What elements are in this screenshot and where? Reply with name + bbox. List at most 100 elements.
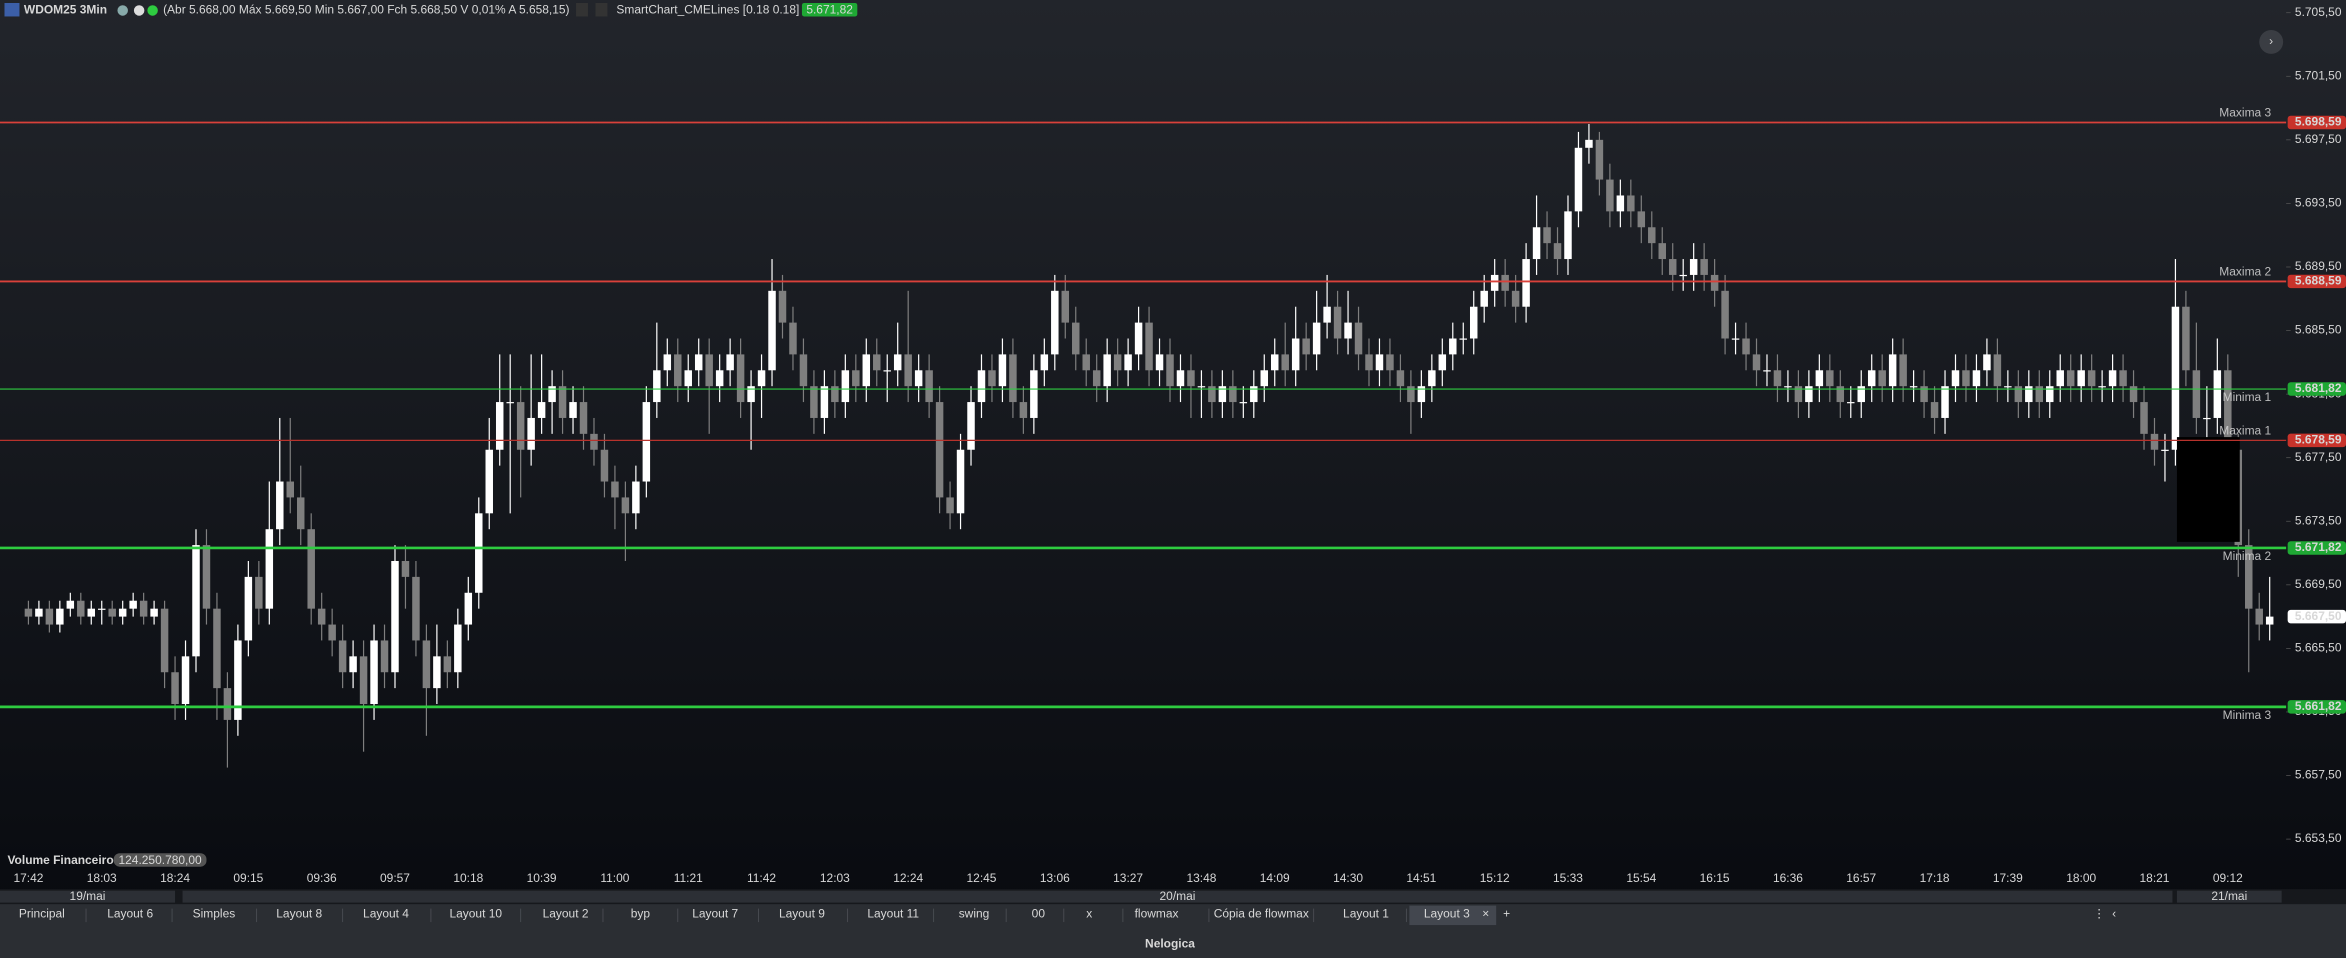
candle-body bbox=[1721, 290, 1729, 339]
candle-body bbox=[2014, 386, 2023, 403]
candle-body bbox=[736, 354, 745, 403]
candle-body bbox=[1648, 227, 1656, 244]
candle-body bbox=[118, 608, 127, 617]
candle-body bbox=[1867, 370, 1876, 387]
tab[interactable]: Layout 3 bbox=[1424, 907, 1470, 921]
x-tick-label: 15:12 bbox=[1480, 871, 1510, 885]
candle-body bbox=[873, 354, 881, 371]
icon bbox=[576, 2, 588, 17]
candle-body bbox=[1585, 139, 1593, 148]
x-tick-label: 16:36 bbox=[1773, 871, 1803, 885]
candle-body bbox=[1899, 354, 1907, 387]
tab[interactable]: Principal bbox=[19, 907, 65, 921]
tab[interactable]: Layout 4 bbox=[363, 907, 409, 921]
candle-body bbox=[286, 481, 294, 498]
close-tab[interactable]: × bbox=[1482, 907, 1489, 921]
tab[interactable]: Layout 1 bbox=[1343, 907, 1389, 921]
candle-body bbox=[1658, 243, 1666, 260]
active-tab bbox=[1409, 905, 1497, 926]
candle-body bbox=[1250, 386, 1258, 403]
menu-icon[interactable]: ⋮ bbox=[2093, 907, 2105, 921]
candle-body bbox=[265, 529, 274, 609]
candle-body bbox=[956, 449, 965, 514]
tab[interactable]: flowmax bbox=[1135, 907, 1179, 921]
candle-body bbox=[1407, 386, 1415, 403]
candle-body bbox=[45, 608, 54, 625]
tab[interactable]: swing bbox=[959, 907, 990, 921]
tab[interactable]: Layout 8 bbox=[276, 907, 322, 921]
candle-body bbox=[443, 656, 452, 673]
candle-body bbox=[1679, 274, 1687, 277]
candle-body bbox=[1689, 259, 1698, 275]
tab[interactable]: 00 bbox=[1032, 907, 1046, 921]
candle-body bbox=[747, 386, 755, 403]
candle-body bbox=[2150, 433, 2159, 450]
candle-body bbox=[1878, 370, 1886, 387]
date-segment bbox=[2176, 890, 2282, 903]
candle-body bbox=[831, 386, 839, 403]
scroll-button[interactable] bbox=[2259, 29, 2284, 54]
tab[interactable]: Layout 2 bbox=[543, 907, 589, 921]
x-tick-label: 18:24 bbox=[160, 871, 190, 885]
candle-body bbox=[1396, 370, 1405, 387]
candle-body bbox=[1134, 322, 1143, 355]
candle-body bbox=[422, 640, 431, 689]
candle-body bbox=[296, 497, 305, 530]
candle-body bbox=[1155, 354, 1164, 371]
candle-body bbox=[1103, 354, 1111, 387]
candle-body bbox=[998, 354, 1007, 387]
candle-body bbox=[1270, 354, 1279, 371]
level-tag-label: 5.681,82 bbox=[2295, 381, 2342, 395]
volume-label: Volume Financeiro bbox=[7, 853, 113, 867]
candle-body bbox=[1092, 370, 1101, 387]
candle-body bbox=[1291, 338, 1300, 371]
candle-body bbox=[569, 402, 577, 418]
candle-body bbox=[1826, 370, 1834, 387]
nav-icon[interactable]: ‹ bbox=[2112, 907, 2116, 921]
tab[interactable]: x bbox=[1086, 907, 1092, 921]
candle-body bbox=[1480, 290, 1488, 307]
candle-body bbox=[307, 529, 315, 609]
tab[interactable]: Layout 9 bbox=[779, 907, 825, 921]
candle-body bbox=[516, 402, 525, 450]
candle-body bbox=[412, 576, 420, 641]
x-tick-label: 12:03 bbox=[820, 871, 850, 885]
candle-body bbox=[1469, 306, 1478, 339]
icon bbox=[117, 5, 128, 16]
candle-body bbox=[1773, 370, 1782, 387]
candle-body bbox=[328, 624, 336, 641]
chart-background bbox=[0, 0, 2346, 905]
y-tick-label: 5.693,50 bbox=[2295, 196, 2342, 210]
candle-body bbox=[2056, 370, 2064, 387]
tab[interactable]: Simples bbox=[193, 907, 236, 921]
add-tab[interactable]: + bbox=[1503, 907, 1510, 921]
tab[interactable]: byp bbox=[631, 907, 651, 921]
tab[interactable]: Layout 6 bbox=[107, 907, 153, 921]
indicator-badge bbox=[801, 2, 858, 17]
candle-body bbox=[2004, 386, 2012, 388]
y-tick-label: 5.657,50 bbox=[2295, 768, 2342, 782]
candle-body bbox=[1449, 338, 1457, 355]
tab[interactable]: Layout 10 bbox=[450, 907, 503, 921]
candle-body bbox=[810, 386, 818, 418]
candle-body bbox=[1187, 370, 1195, 387]
tab[interactable]: Cópia de flowmax bbox=[1214, 907, 1309, 921]
candle-body bbox=[1794, 386, 1803, 403]
tab[interactable]: Layout 11 bbox=[867, 907, 919, 921]
candle-body bbox=[1051, 290, 1059, 355]
candle-body bbox=[56, 608, 64, 625]
candle-body bbox=[935, 402, 944, 498]
candle-body bbox=[537, 402, 546, 418]
icon bbox=[595, 2, 608, 17]
x-tick-label: 10:18 bbox=[453, 871, 483, 885]
x-tick-label: 15:54 bbox=[1626, 871, 1656, 885]
candle-body bbox=[1847, 402, 1855, 404]
candle-body bbox=[653, 370, 661, 403]
level-name: Maxima 1 bbox=[2219, 424, 2271, 438]
candle-body bbox=[579, 402, 588, 434]
x-tick-label: 13:06 bbox=[1040, 871, 1070, 885]
tab[interactable]: Layout 7 bbox=[692, 907, 738, 921]
x-tick-label: 18:00 bbox=[2066, 871, 2096, 885]
drawing-box bbox=[2176, 437, 2240, 542]
